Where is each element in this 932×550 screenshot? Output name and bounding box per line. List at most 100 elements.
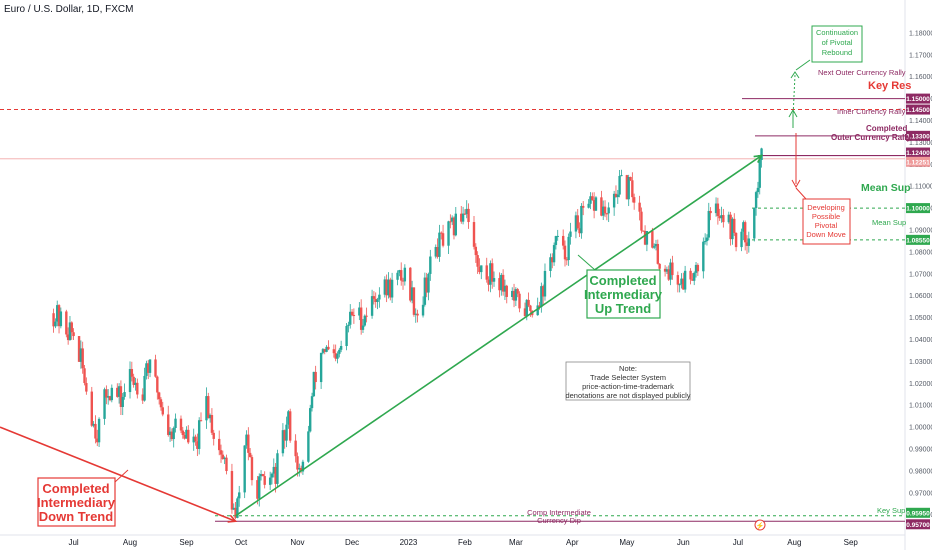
completed-down-line-1: Completed bbox=[42, 481, 109, 496]
price-tag-label: 1.15000 bbox=[906, 96, 930, 103]
candle-body bbox=[136, 382, 139, 395]
price-tag-label: 1.10000 bbox=[906, 206, 930, 213]
candle-body bbox=[85, 383, 88, 392]
candle-body bbox=[587, 203, 590, 208]
candle-body bbox=[582, 205, 585, 208]
candle-body bbox=[365, 315, 368, 317]
candle-body bbox=[268, 477, 272, 485]
candle-body bbox=[569, 231, 572, 237]
candle-body bbox=[132, 376, 135, 385]
x-tick-label: Nov bbox=[290, 538, 304, 547]
candle-body bbox=[591, 196, 594, 201]
price-tag bbox=[906, 519, 930, 530]
candle-body bbox=[121, 396, 124, 407]
candle-body bbox=[236, 498, 239, 518]
candle-body bbox=[410, 287, 414, 301]
candle-body bbox=[276, 453, 279, 484]
price-tag bbox=[906, 104, 930, 115]
rebound-arrowhead-upper bbox=[790, 71, 800, 79]
candle-body bbox=[551, 257, 554, 263]
y-tick-label: 1.14000 bbox=[909, 118, 932, 125]
developing-line-2: Possible bbox=[812, 212, 840, 221]
candle-body bbox=[79, 348, 83, 362]
candle-body bbox=[174, 418, 177, 429]
time-axis: Jul Aug Sep Oct Nov Dec 2023 Feb Mar Apr May Jun Jul… bbox=[68, 538, 858, 547]
candle-body bbox=[543, 270, 547, 297]
continuation-line-3: Rebound bbox=[822, 48, 852, 57]
developing-line-1: Developing bbox=[807, 203, 845, 212]
down-move-arrowhead bbox=[791, 179, 801, 189]
y-tick-label: 1.13000 bbox=[909, 140, 932, 147]
candle-body bbox=[225, 457, 228, 472]
candle-body bbox=[665, 269, 669, 272]
candle-body bbox=[682, 278, 685, 290]
candle-body bbox=[465, 208, 468, 215]
candle-body bbox=[147, 363, 150, 373]
candle-body bbox=[440, 232, 443, 234]
candle-body bbox=[727, 214, 730, 223]
candle-body bbox=[616, 194, 619, 198]
candle-body bbox=[607, 207, 610, 214]
candle-body bbox=[512, 290, 516, 301]
candle-body bbox=[105, 389, 108, 398]
candle-body bbox=[605, 213, 609, 215]
candle-body bbox=[556, 235, 559, 237]
candle-body bbox=[319, 352, 323, 383]
candle-body bbox=[696, 264, 700, 272]
x-tick-label: Aug bbox=[123, 538, 137, 547]
event-icon[interactable] bbox=[754, 519, 766, 531]
candle-body bbox=[489, 263, 492, 285]
candle-body bbox=[576, 215, 579, 229]
candle-body bbox=[436, 247, 439, 257]
candle-body bbox=[491, 263, 494, 282]
candle-body bbox=[541, 286, 545, 297]
candle-body bbox=[745, 242, 749, 246]
candle-body bbox=[183, 435, 186, 439]
candle-body bbox=[168, 431, 172, 435]
candle-body bbox=[159, 399, 163, 408]
candle-body bbox=[65, 311, 68, 335]
candle-body bbox=[525, 299, 528, 316]
candle-body bbox=[192, 436, 195, 443]
candle-body bbox=[722, 215, 725, 223]
level-lines: 1.15000 1.14500 1.13300 1.12400 1.12251 1.100… bbox=[0, 93, 930, 530]
candle-body bbox=[296, 456, 299, 470]
candle-body bbox=[199, 420, 203, 422]
y-tick-label: 1.06000 bbox=[909, 293, 932, 300]
candle-body bbox=[625, 175, 629, 200]
candle-body bbox=[83, 368, 86, 384]
candle-body bbox=[352, 314, 356, 316]
candle-body bbox=[638, 202, 641, 212]
candle-body bbox=[476, 255, 479, 267]
candle-body bbox=[238, 492, 241, 499]
candle-body bbox=[285, 424, 288, 441]
candle-body bbox=[345, 326, 348, 347]
candle-body bbox=[492, 278, 496, 282]
candle-body bbox=[467, 208, 470, 223]
candle-body bbox=[707, 210, 710, 238]
candle-body bbox=[359, 307, 363, 330]
candle-body bbox=[400, 270, 403, 281]
candle-body bbox=[270, 473, 274, 478]
candle-body bbox=[427, 273, 430, 293]
candle-body bbox=[594, 197, 598, 211]
candle-body bbox=[389, 279, 392, 298]
candle-body bbox=[514, 289, 518, 301]
candle-body bbox=[130, 368, 134, 377]
completed-up-box bbox=[586, 269, 661, 319]
note-box bbox=[565, 361, 691, 401]
plot-area bbox=[0, 0, 905, 535]
y-tick-label: 1.07000 bbox=[909, 271, 932, 278]
candle-body bbox=[691, 279, 694, 281]
candle-body bbox=[425, 277, 428, 293]
candle-body bbox=[301, 461, 305, 472]
x-tick-label: Aug bbox=[787, 538, 801, 547]
candle-body bbox=[676, 275, 680, 285]
y-tick-label: 1.01000 bbox=[909, 403, 932, 410]
price-axis: 0.960000.970000.980000.990001.000001.010… bbox=[909, 30, 932, 519]
candle-body bbox=[529, 305, 532, 311]
candle-body bbox=[117, 386, 121, 397]
candle-body bbox=[742, 222, 745, 232]
rebound-arrow-dashed bbox=[792, 74, 796, 118]
